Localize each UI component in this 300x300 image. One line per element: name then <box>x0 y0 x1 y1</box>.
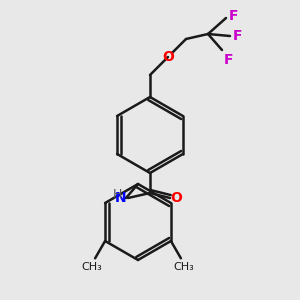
Text: F: F <box>233 29 242 43</box>
Text: O: O <box>162 50 174 64</box>
Text: F: F <box>224 53 233 67</box>
Text: N: N <box>114 191 126 205</box>
Text: F: F <box>229 9 238 23</box>
Text: O: O <box>170 191 182 205</box>
Text: CH₃: CH₃ <box>82 262 103 272</box>
Text: CH₃: CH₃ <box>173 262 194 272</box>
Text: H: H <box>112 188 122 202</box>
